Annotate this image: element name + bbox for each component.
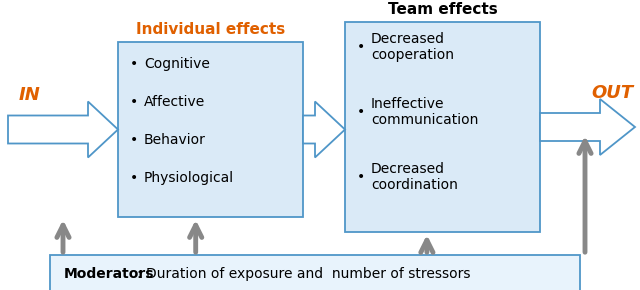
Polygon shape (8, 102, 118, 157)
Text: •: • (130, 133, 138, 147)
Text: Behavior: Behavior (144, 133, 206, 147)
Text: Affective: Affective (144, 95, 205, 109)
Text: Decreased
cooperation: Decreased cooperation (371, 32, 454, 62)
Text: Moderators: Moderators (64, 267, 154, 281)
Text: Decreased
coordination: Decreased coordination (371, 162, 458, 192)
Polygon shape (303, 102, 345, 157)
Text: Team effects: Team effects (388, 2, 497, 17)
Text: Ineffective
communication: Ineffective communication (371, 97, 478, 127)
FancyBboxPatch shape (118, 42, 303, 217)
Text: •: • (357, 105, 365, 119)
Text: •: • (130, 171, 138, 185)
Text: Individual effects: Individual effects (136, 22, 285, 37)
Text: Physiological: Physiological (144, 171, 234, 185)
Polygon shape (540, 99, 635, 155)
FancyBboxPatch shape (50, 255, 580, 290)
Text: IN: IN (19, 86, 41, 104)
FancyBboxPatch shape (345, 22, 540, 232)
Text: •: • (130, 57, 138, 71)
Text: •: • (357, 40, 365, 54)
Text: •: • (130, 95, 138, 109)
Text: : Duration of exposure and  number of stressors: : Duration of exposure and number of str… (137, 267, 470, 281)
Text: Cognitive: Cognitive (144, 57, 210, 71)
Text: •: • (357, 170, 365, 184)
Text: OUT: OUT (591, 84, 633, 102)
